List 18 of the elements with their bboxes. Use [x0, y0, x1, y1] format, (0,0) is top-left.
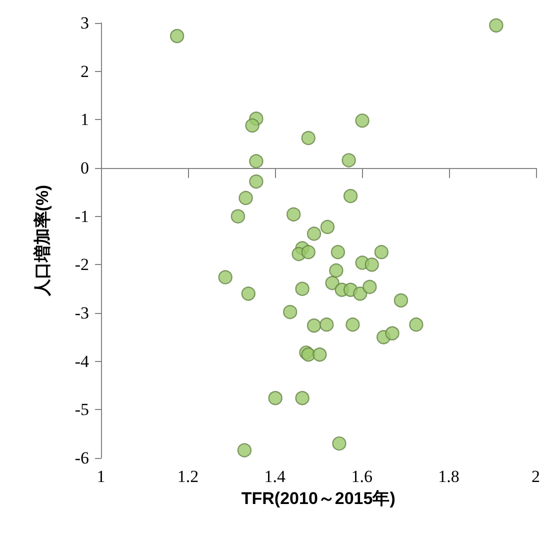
- x-axis-title: TFR(2010～2015年): [241, 488, 396, 508]
- x-tick-label: 1.2: [177, 467, 199, 486]
- x-tick-label: 2: [532, 467, 540, 486]
- y-tick-label: 3: [80, 14, 89, 32]
- y-tick-label: -5: [74, 400, 89, 420]
- x-tick-label: 1.8: [438, 467, 460, 486]
- y-tick-label: -4: [74, 352, 90, 371]
- x-tick-label: 1: [96, 467, 106, 486]
- y-tick-label: -2: [74, 255, 89, 274]
- x-tick-label: 1.4: [264, 467, 286, 486]
- y-tick-label: -3: [74, 304, 89, 322]
- y-tick-label: 1: [80, 110, 89, 130]
- y-tick-label: -1: [74, 206, 89, 226]
- y-tick-label: 0: [80, 158, 89, 178]
- x-tick-label: 1.6: [351, 467, 372, 486]
- y-axis-title: 人口増加率(%): [32, 184, 52, 298]
- y-tick-label: -6: [74, 448, 89, 468]
- y-tick-label: 2: [80, 62, 89, 81]
